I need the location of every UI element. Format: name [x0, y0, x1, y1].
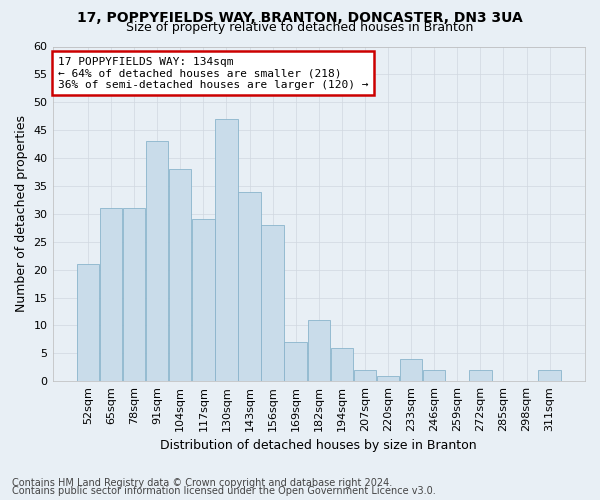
Bar	[400, 359, 422, 381]
Bar	[146, 142, 169, 381]
Text: Contains public sector information licensed under the Open Government Licence v3: Contains public sector information licen…	[12, 486, 436, 496]
Bar	[377, 376, 399, 381]
Bar	[331, 348, 353, 381]
Text: Contains HM Land Registry data © Crown copyright and database right 2024.: Contains HM Land Registry data © Crown c…	[12, 478, 392, 488]
Bar	[469, 370, 491, 381]
Bar	[423, 370, 445, 381]
Text: 17 POPPYFIELDS WAY: 134sqm
← 64% of detached houses are smaller (218)
36% of sem: 17 POPPYFIELDS WAY: 134sqm ← 64% of deta…	[58, 56, 368, 90]
Text: Size of property relative to detached houses in Branton: Size of property relative to detached ho…	[127, 22, 473, 35]
Y-axis label: Number of detached properties: Number of detached properties	[15, 116, 28, 312]
Bar	[354, 370, 376, 381]
Text: 17, POPPYFIELDS WAY, BRANTON, DONCASTER, DN3 3UA: 17, POPPYFIELDS WAY, BRANTON, DONCASTER,…	[77, 11, 523, 25]
Bar	[238, 192, 261, 381]
Bar	[284, 342, 307, 381]
Bar	[100, 208, 122, 381]
Bar	[262, 225, 284, 381]
Bar	[308, 320, 330, 381]
Bar	[538, 370, 561, 381]
Bar	[169, 169, 191, 381]
Bar	[77, 264, 99, 381]
X-axis label: Distribution of detached houses by size in Branton: Distribution of detached houses by size …	[160, 440, 477, 452]
Bar	[123, 208, 145, 381]
Bar	[192, 220, 215, 381]
Bar	[215, 119, 238, 381]
